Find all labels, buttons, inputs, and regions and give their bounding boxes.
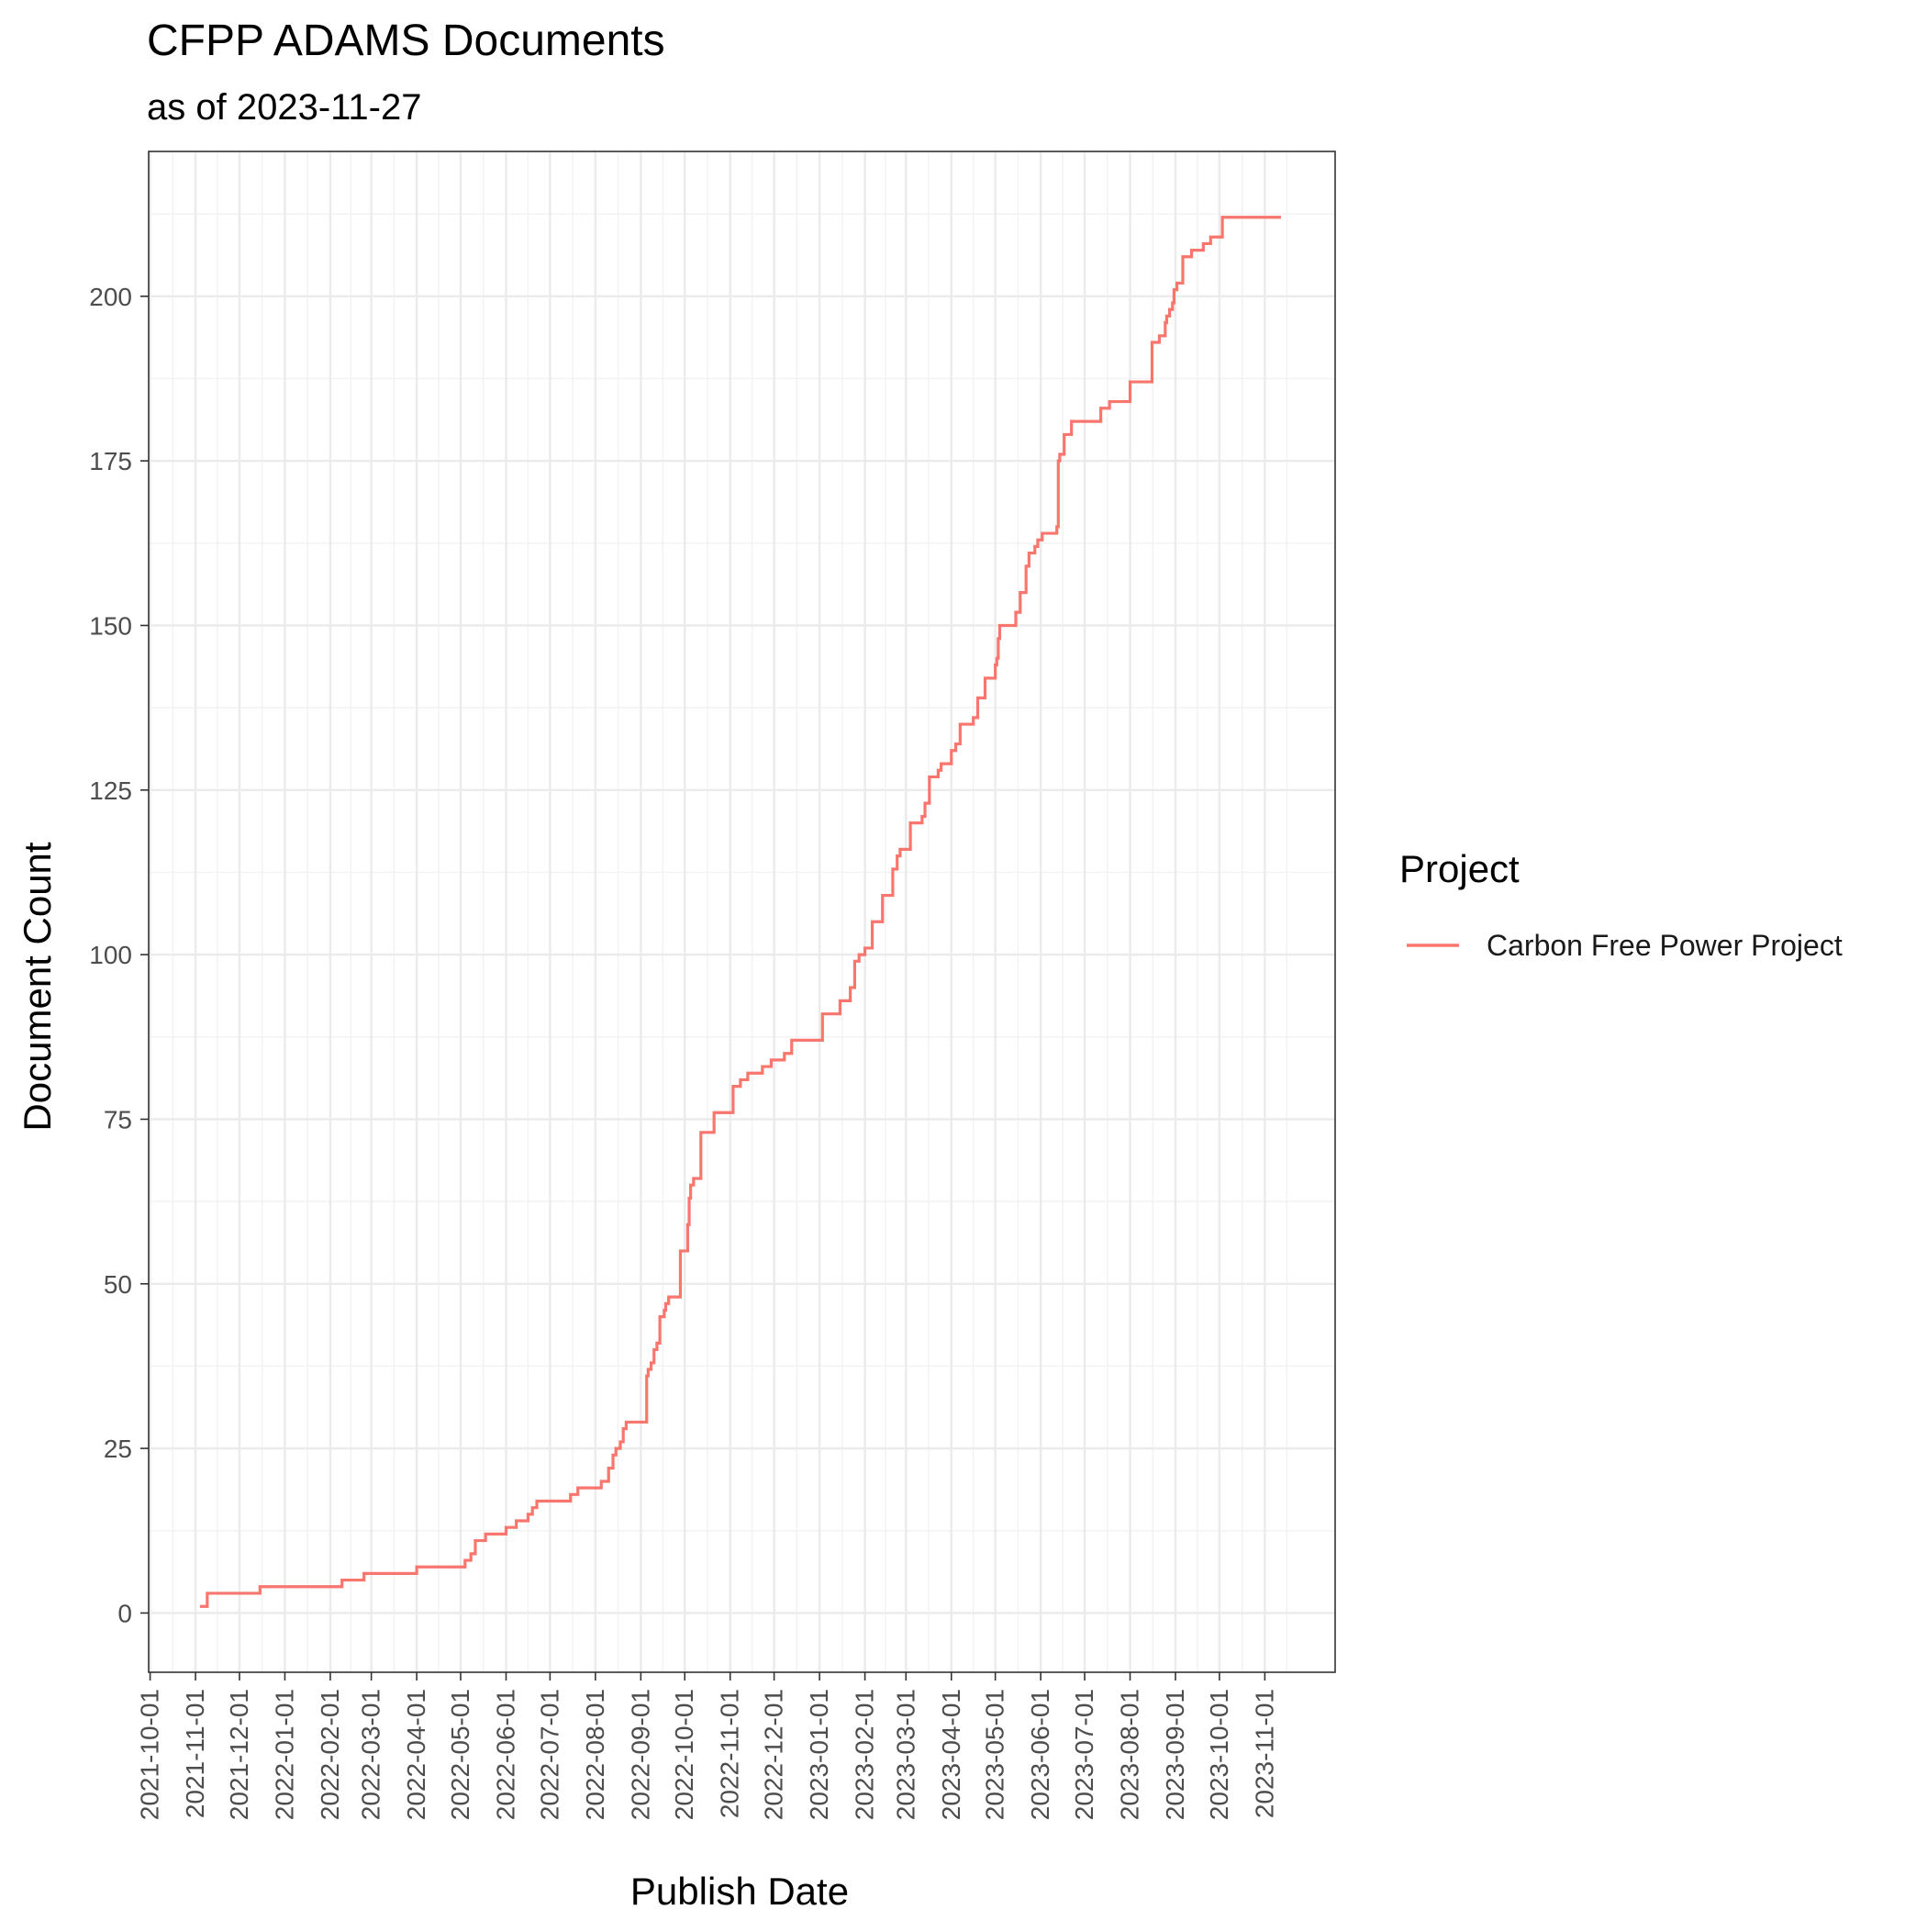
- y-tick-label: 125: [89, 776, 132, 805]
- x-tick-label: 2022-01-01: [270, 1689, 298, 1820]
- x-tick-label: 2023-11-01: [1250, 1689, 1278, 1818]
- x-tick-label: 2023-07-01: [1070, 1689, 1098, 1820]
- y-tick-label: 100: [89, 941, 132, 969]
- legend-entry: Carbon Free Power Project: [1487, 929, 1843, 962]
- y-tick-label: 50: [104, 1270, 132, 1299]
- x-tick-label: 2021-11-01: [181, 1689, 209, 1818]
- y-axis-label: Document Count: [16, 842, 59, 1131]
- series-line-0: [199, 216, 1281, 1608]
- chart-subtitle: as of 2023-11-27: [147, 87, 421, 128]
- x-tick-label: 2022-08-01: [581, 1689, 609, 1820]
- x-tick-label: 2023-02-01: [851, 1689, 879, 1820]
- x-tick-label: 2023-06-01: [1026, 1689, 1054, 1820]
- x-tick-label: 2022-05-01: [446, 1689, 474, 1820]
- x-tick-label: 2023-01-01: [805, 1689, 833, 1820]
- x-tick-label: 2023-10-01: [1205, 1689, 1233, 1820]
- x-tick-label: 2023-09-01: [1161, 1689, 1189, 1820]
- x-tick-label: 2022-10-01: [670, 1689, 698, 1820]
- x-tick-label: 2021-12-01: [225, 1689, 253, 1820]
- x-tick-label: 2022-09-01: [626, 1689, 654, 1820]
- x-tick-label: 2022-11-01: [716, 1689, 744, 1818]
- y-tick-label: 75: [104, 1105, 132, 1134]
- y-tick-label: 150: [89, 611, 132, 640]
- series-layer: [199, 216, 1281, 1608]
- x-tick-label: 2022-06-01: [491, 1689, 519, 1820]
- x-tick-label: 2023-08-01: [1116, 1689, 1144, 1820]
- x-tick-label: 2023-04-01: [937, 1689, 965, 1820]
- x-axis-label: Publish Date: [630, 1870, 849, 1913]
- axes: 0 25 50 75 100 125 150 175 200 2021-10-01 2021-11-…: [89, 283, 1278, 1820]
- x-tick-label: 2023-03-01: [891, 1689, 919, 1820]
- x-tick-label: 2022-12-01: [760, 1689, 788, 1820]
- x-tick-label: 2022-03-01: [357, 1689, 385, 1820]
- chart-title: CFPP ADAMS Documents: [147, 17, 665, 65]
- x-tick-label: 2022-07-01: [535, 1689, 563, 1820]
- plot-border: [148, 151, 1336, 1673]
- x-tick-label: 2021-10-01: [136, 1689, 164, 1820]
- legend: Project Carbon Free Power Project: [1399, 847, 1843, 962]
- y-tick-label: 25: [104, 1435, 132, 1463]
- y-tick-label: 175: [89, 447, 132, 475]
- grid: [149, 151, 1335, 1672]
- y-tick-label: 0: [117, 1599, 132, 1627]
- x-tick-label: 2022-04-01: [402, 1689, 430, 1820]
- x-tick-label: 2022-02-01: [316, 1689, 344, 1820]
- legend-title: Project: [1399, 847, 1520, 890]
- x-tick-label: 2023-05-01: [981, 1689, 1009, 1820]
- y-tick-label: 200: [89, 283, 132, 311]
